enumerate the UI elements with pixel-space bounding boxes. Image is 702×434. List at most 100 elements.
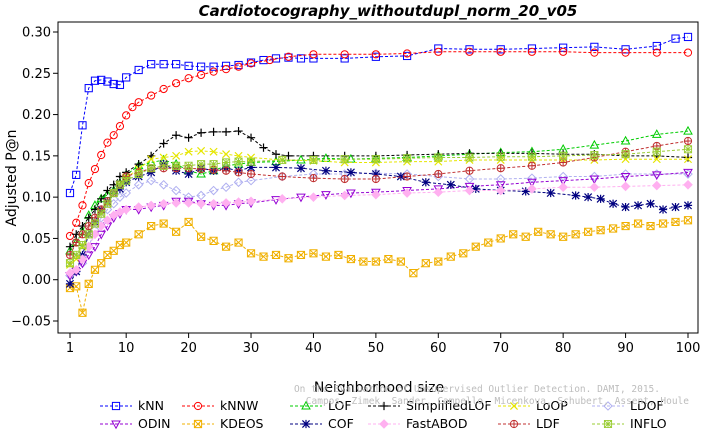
data-point-simplifiedlof <box>209 127 218 137</box>
data-point-ldf <box>527 161 537 170</box>
data-point-inflo <box>90 219 100 228</box>
data-point-inflo <box>97 209 106 218</box>
data-point-ldof <box>233 177 244 188</box>
data-point-kdeos <box>683 216 693 225</box>
data-point-kdeos <box>484 238 493 247</box>
data-point-kdeos <box>546 230 555 239</box>
series-inflo <box>65 145 693 268</box>
data-point-odin <box>271 196 281 205</box>
data-point-inflo <box>84 230 93 239</box>
legend-label: SimplifiedLOF <box>406 398 492 413</box>
data-point-odin <box>321 191 331 200</box>
y-tick-label: 0.05 <box>22 232 51 247</box>
data-point-cof <box>621 202 630 212</box>
data-point-knnw <box>196 70 206 80</box>
data-point-simplifiedlof <box>221 127 231 137</box>
data-point-cof <box>596 194 605 203</box>
data-point-kdeos <box>621 221 630 231</box>
series-knnw <box>65 47 693 241</box>
data-point-ldof <box>495 174 506 184</box>
data-point-kdeos <box>172 227 181 236</box>
data-point-inflo <box>559 151 568 160</box>
data-point-ldf <box>683 136 693 146</box>
watermark-line-1: On the Evaluation of Unsupervised Outlie… <box>294 384 660 395</box>
data-point-fastabod <box>495 185 506 196</box>
data-point-kdeos <box>509 230 518 239</box>
data-point-cof <box>115 184 125 193</box>
data-point-knn <box>652 41 661 51</box>
data-point-knnw <box>284 52 293 61</box>
x-tick-label: 80 <box>555 341 572 356</box>
legend-item-ldof: LDOF <box>592 398 664 413</box>
data-point-knn <box>122 73 131 82</box>
x-tick-label: 50 <box>368 341 385 356</box>
data-point-knn <box>109 79 118 89</box>
data-point-knnw <box>434 47 443 56</box>
x-tick-label: 100 <box>676 341 701 356</box>
data-point-knn <box>90 76 100 85</box>
data-point-knnw <box>621 48 630 57</box>
data-point-inflo <box>527 152 536 161</box>
data-point-fastabod <box>433 187 444 197</box>
legend-label: LoOP <box>536 398 568 413</box>
series-line-inflo <box>69 148 689 264</box>
y-axis: −0.05 0.00 0.05 0.10 0.15 0.20 0.25 0.30 <box>11 26 58 330</box>
legend-item-inflo: INFLO <box>592 416 667 431</box>
data-point-knnw <box>371 50 380 59</box>
data-point-kdeos <box>446 252 455 261</box>
legend-marker <box>603 401 613 411</box>
data-point-ldf <box>559 158 568 167</box>
data-point-lof <box>196 168 206 178</box>
data-point-fastabod <box>464 185 475 196</box>
data-point-knn <box>296 54 306 63</box>
data-point-cof <box>671 202 680 212</box>
data-point-simplifiedlof <box>172 131 181 140</box>
series-line-simplifiedlof <box>69 130 689 247</box>
data-point-fastabod <box>233 197 244 207</box>
data-point-kdeos <box>646 221 655 231</box>
data-point-cof <box>546 188 555 198</box>
x-tick-label: 40 <box>305 341 322 356</box>
data-point-cof <box>608 199 618 208</box>
data-point-inflo <box>197 160 206 169</box>
data-point-ldof <box>246 175 256 186</box>
data-point-knnw <box>234 62 243 71</box>
data-point-kdeos <box>409 269 418 278</box>
data-point-kdeos <box>459 249 468 258</box>
data-point-ldf <box>371 174 380 184</box>
data-point-knn <box>209 62 218 71</box>
data-point-kdeos <box>334 250 343 260</box>
data-point-fastabod <box>133 202 144 212</box>
series-line-cof <box>69 163 689 285</box>
data-point-knn <box>465 45 474 54</box>
data-point-kdeos <box>421 259 430 268</box>
data-point-cof <box>633 201 643 210</box>
data-point-loop <box>652 155 661 164</box>
data-point-cof <box>584 193 593 202</box>
data-point-fastabod <box>620 181 631 192</box>
data-point-inflo <box>434 153 443 162</box>
data-point-knnw <box>465 47 474 56</box>
data-point-inflo <box>403 154 412 163</box>
data-point-knnw <box>209 67 218 76</box>
data-point-fastabod <box>171 198 181 208</box>
legend-marker <box>379 419 389 429</box>
legend-marker <box>301 400 311 410</box>
data-point-knn <box>72 170 81 179</box>
data-point-cof <box>396 172 405 181</box>
data-point-kdeos <box>159 219 168 228</box>
data-point-ldof <box>133 179 144 190</box>
data-point-simplifiedlof <box>284 151 293 160</box>
data-point-kdeos <box>346 254 356 264</box>
data-point-lof <box>683 125 693 135</box>
data-point-lof <box>651 129 662 138</box>
data-point-knnw <box>159 84 168 94</box>
data-point-ldf <box>221 166 231 175</box>
data-point-ldf <box>496 164 505 173</box>
data-point-knnw <box>683 48 693 57</box>
data-point-knnw <box>90 164 100 174</box>
data-point-cof <box>658 205 668 214</box>
legend-label: COF <box>328 416 354 431</box>
data-point-knnw <box>147 91 156 100</box>
data-point-fastabod <box>221 198 231 208</box>
